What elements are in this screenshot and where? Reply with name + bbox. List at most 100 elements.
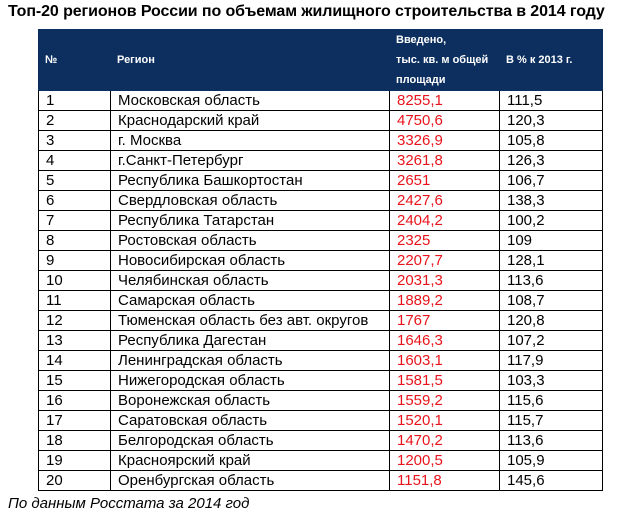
cell-percent: 120,3: [499, 110, 603, 131]
cell-region: Республика Башкортостан: [110, 170, 390, 191]
table-row: 18 Белгородская область 1470,2 113,6: [38, 430, 603, 451]
cell-region: Белгородская область: [110, 430, 390, 451]
cell-built: 1889,2: [389, 290, 500, 311]
table-row: 8 Ростовская область 2325 109: [38, 230, 603, 251]
table-body: 1 Московская область 8255,1 111,5 2 Краснодар…: [38, 90, 603, 491]
table-row: 6 Свердловская область 2427,6 138,3: [38, 190, 603, 211]
cell-percent: 103,3: [499, 370, 603, 391]
cell-region: Саратовская область: [110, 410, 390, 431]
cell-region: Воронежская область: [110, 390, 390, 411]
cell-region: Краснодарский край: [110, 110, 390, 131]
header-built-line: Введено,: [396, 34, 447, 46]
cell-number: 19: [38, 450, 111, 471]
cell-built: 3261,8: [389, 150, 500, 171]
header-number: №: [38, 29, 111, 91]
cell-number: 9: [38, 250, 111, 271]
cell-built: 2427,6: [389, 190, 500, 211]
cell-number: 4: [38, 150, 111, 171]
cell-region: Челябинская область: [110, 270, 390, 291]
table-row: 17 Саратовская область 1520,1 115,7: [38, 410, 603, 431]
cell-region: Оренбургская область: [110, 470, 390, 491]
cell-built: 1581,5: [389, 370, 500, 391]
cell-number: 5: [38, 170, 111, 191]
regions-table: № Регион Введено, тыс. кв. м общей площа…: [38, 29, 603, 491]
cell-built: 2404,2: [389, 210, 500, 231]
cell-built: 2651: [389, 170, 500, 191]
table-row: 5 Республика Башкортостан 2651 106,7: [38, 170, 603, 191]
cell-number: 11: [38, 290, 111, 311]
cell-number: 1: [38, 90, 111, 111]
cell-number: 8: [38, 230, 111, 251]
cell-built: 8255,1: [389, 90, 500, 111]
table-row: 3 г. Москва 3326,9 105,8: [38, 130, 603, 151]
cell-percent: 115,6: [499, 390, 603, 411]
cell-number: 17: [38, 410, 111, 431]
table-row: 2 Краснодарский край 4750,6 120,3: [38, 110, 603, 131]
cell-number: 20: [38, 470, 111, 491]
cell-percent: 100,2: [499, 210, 603, 231]
cell-percent: 117,9: [499, 350, 603, 371]
cell-region: Ростовская область: [110, 230, 390, 251]
header-built-line: площади: [396, 74, 446, 86]
cell-percent: 128,1: [499, 250, 603, 271]
cell-region: г. Москва: [110, 130, 390, 151]
cell-percent: 138,3: [499, 190, 603, 211]
table-row: 20 Оренбургская область 1151,8 145,6: [38, 470, 603, 491]
cell-percent: 115,7: [499, 410, 603, 431]
cell-region: Республика Татарстан: [110, 210, 390, 231]
source-note: По данным Росстата за 2014 год: [8, 495, 250, 512]
cell-built: 1767: [389, 310, 500, 331]
cell-number: 14: [38, 350, 111, 371]
cell-percent: 105,8: [499, 130, 603, 151]
cell-region: Новосибирская область: [110, 250, 390, 271]
table-row: 4 г.Санкт-Петербург 3261,8 126,3: [38, 150, 603, 171]
cell-built: 1470,2: [389, 430, 500, 451]
cell-built: 1151,8: [389, 470, 500, 491]
cell-number: 18: [38, 430, 111, 451]
header-built-line: тыс. кв. м общей: [396, 54, 489, 66]
cell-region: Красноярский край: [110, 450, 390, 471]
cell-percent: 108,7: [499, 290, 603, 311]
cell-built: 1603,1: [389, 350, 500, 371]
table-header-row: № Регион Введено, тыс. кв. м общей площа…: [38, 29, 603, 91]
table-row: 11 Самарская область 1889,2 108,7: [38, 290, 603, 311]
cell-number: 16: [38, 390, 111, 411]
cell-region: Самарская область: [110, 290, 390, 311]
header-percent: В % к 2013 г.: [499, 29, 603, 91]
table-row: 7 Республика Татарстан 2404,2 100,2: [38, 210, 603, 231]
table-row: 15 Нижегородская область 1581,5 103,3: [38, 370, 603, 391]
cell-percent: 126,3: [499, 150, 603, 171]
cell-percent: 109: [499, 230, 603, 251]
cell-number: 7: [38, 210, 111, 231]
cell-number: 2: [38, 110, 111, 131]
table-row: 9 Новосибирская область 2207,7 128,1: [38, 250, 603, 271]
cell-percent: 145,6: [499, 470, 603, 491]
cell-percent: 105,9: [499, 450, 603, 471]
cell-built: 3326,9: [389, 130, 500, 151]
cell-built: 4750,6: [389, 110, 500, 131]
cell-number: 6: [38, 190, 111, 211]
table-row: 16 Воронежская область 1559,2 115,6: [38, 390, 603, 411]
header-built: Введено, тыс. кв. м общей площади: [389, 29, 500, 91]
table-row: 14 Ленинградская область 1603,1 117,9: [38, 350, 603, 371]
cell-built: 1520,1: [389, 410, 500, 431]
cell-region: Ленинградская область: [110, 350, 390, 371]
cell-region: Московская область: [110, 90, 390, 111]
cell-percent: 107,2: [499, 330, 603, 351]
cell-percent: 106,7: [499, 170, 603, 191]
cell-number: 12: [38, 310, 111, 331]
cell-number: 15: [38, 370, 111, 391]
table-row: 19 Красноярский край 1200,5 105,9: [38, 450, 603, 471]
cell-percent: 111,5: [499, 90, 603, 111]
table-row: 13 Республика Дагестан 1646,3 107,2: [38, 330, 603, 351]
cell-built: 2031,3: [389, 270, 500, 291]
cell-percent: 113,6: [499, 430, 603, 451]
cell-number: 3: [38, 130, 111, 151]
cell-region: Свердловская область: [110, 190, 390, 211]
cell-percent: 120,8: [499, 310, 603, 331]
cell-built: 2325: [389, 230, 500, 251]
page-title: Топ-20 регионов России по объемам жилищн…: [8, 3, 605, 20]
cell-percent: 113,6: [499, 270, 603, 291]
cell-built: 1646,3: [389, 330, 500, 351]
cell-built: 2207,7: [389, 250, 500, 271]
